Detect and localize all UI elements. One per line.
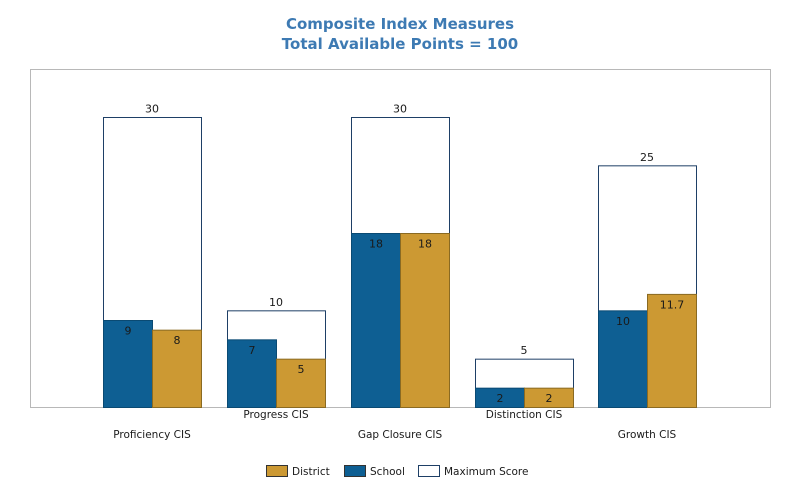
category-label: Distinction CIS [486,409,563,421]
school-bar [227,339,277,409]
legend-swatch [266,465,288,477]
category-label: Gap Closure CIS [358,429,443,441]
district-value-label: 18 [418,238,432,251]
school-value-label: 10 [616,315,630,328]
legend-label: School [370,466,405,478]
school-value-label: 7 [249,344,256,357]
district-value-label: 8 [174,334,181,347]
district-bar [276,358,326,408]
district-bar [524,387,574,408]
legend-swatch [418,465,440,477]
max-score-label: 10 [269,296,283,309]
legend-label: District [292,466,330,478]
district-value-label: 11.7 [660,298,685,311]
max-score-label: 30 [145,103,159,116]
legend-label: Maximum Score [444,466,528,478]
school-bar [351,233,401,408]
district-bar [400,233,450,408]
school-value-label: 18 [369,238,383,251]
district-bar [647,293,697,408]
school-bar [598,310,648,409]
max-score-label: 30 [393,103,407,116]
school-value-label: 9 [125,325,132,338]
max-score-label: 5 [521,344,528,357]
district-bar [152,329,202,408]
legend-swatch [344,465,366,477]
chart-subtitle: Total Available Points = 100 [281,35,519,53]
max-score-label: 25 [640,151,654,164]
category-label: Progress CIS [243,409,309,421]
district-value-label: 2 [546,392,553,405]
category-label: Growth CIS [618,429,677,441]
category-label: Proficiency CIS [113,429,191,441]
district-value-label: 5 [298,363,305,376]
school-value-label: 2 [497,392,504,405]
chart-title: Composite Index Measures [285,15,515,33]
